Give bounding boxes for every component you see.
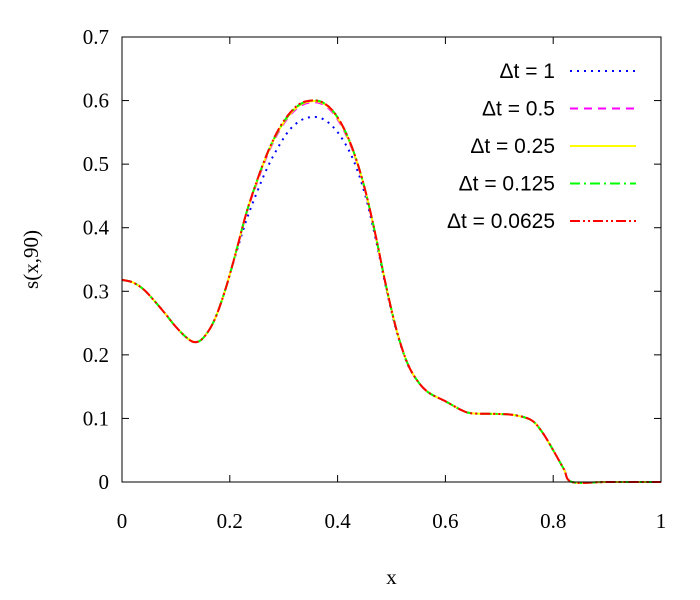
series-line-4 xyxy=(121,99,661,484)
series-line-2 xyxy=(121,101,661,484)
x-tick-label: 0 xyxy=(117,509,128,533)
y-tick-label: 0.7 xyxy=(83,25,109,49)
y-tick-label: 0.2 xyxy=(83,343,109,367)
series-lines xyxy=(121,99,661,484)
y-tick-label: 0.1 xyxy=(83,406,109,430)
series-line-3 xyxy=(121,100,661,484)
y-axis-title: s(x,90) xyxy=(19,230,43,289)
series-line-1 xyxy=(121,115,661,484)
x-tick-label: 0.6 xyxy=(432,509,458,533)
x-tick-label: 0.4 xyxy=(324,509,351,533)
x-axis-title: x xyxy=(386,565,397,589)
legend-label-5: Δt = 0.0625 xyxy=(447,210,555,233)
tick-labels: 0 0.2 0.4 0.6 0.8 1 0 0.1 0.2 0.3 0.4 0.5 0.6 0.7 xyxy=(83,25,667,533)
legend-label-2: Δt = 0.5 xyxy=(482,98,555,121)
legend: Δt = 1 Δt = 0.5 Δt = 0.25 Δt = 0.125 Δt = 0.… xyxy=(447,60,636,233)
axis-ticks xyxy=(121,36,662,483)
x-tick-label: 0.2 xyxy=(217,509,243,533)
y-tick-label: 0 xyxy=(99,470,110,494)
legend-label-1: Δt = 1 xyxy=(500,60,555,83)
y-tick-label: 0.5 xyxy=(83,152,109,176)
legend-label-4: Δt = 0.125 xyxy=(459,173,555,196)
plot-frame xyxy=(121,36,662,483)
y-tick-label: 0.6 xyxy=(83,89,109,113)
series-line-5 xyxy=(121,99,661,484)
legend-label-3: Δt = 0.25 xyxy=(470,135,555,158)
y-tick-label: 0.3 xyxy=(83,279,109,303)
y-tick-label: 0.4 xyxy=(83,216,110,240)
x-tick-label: 0.8 xyxy=(540,509,566,533)
x-tick-label: 1 xyxy=(656,509,667,533)
